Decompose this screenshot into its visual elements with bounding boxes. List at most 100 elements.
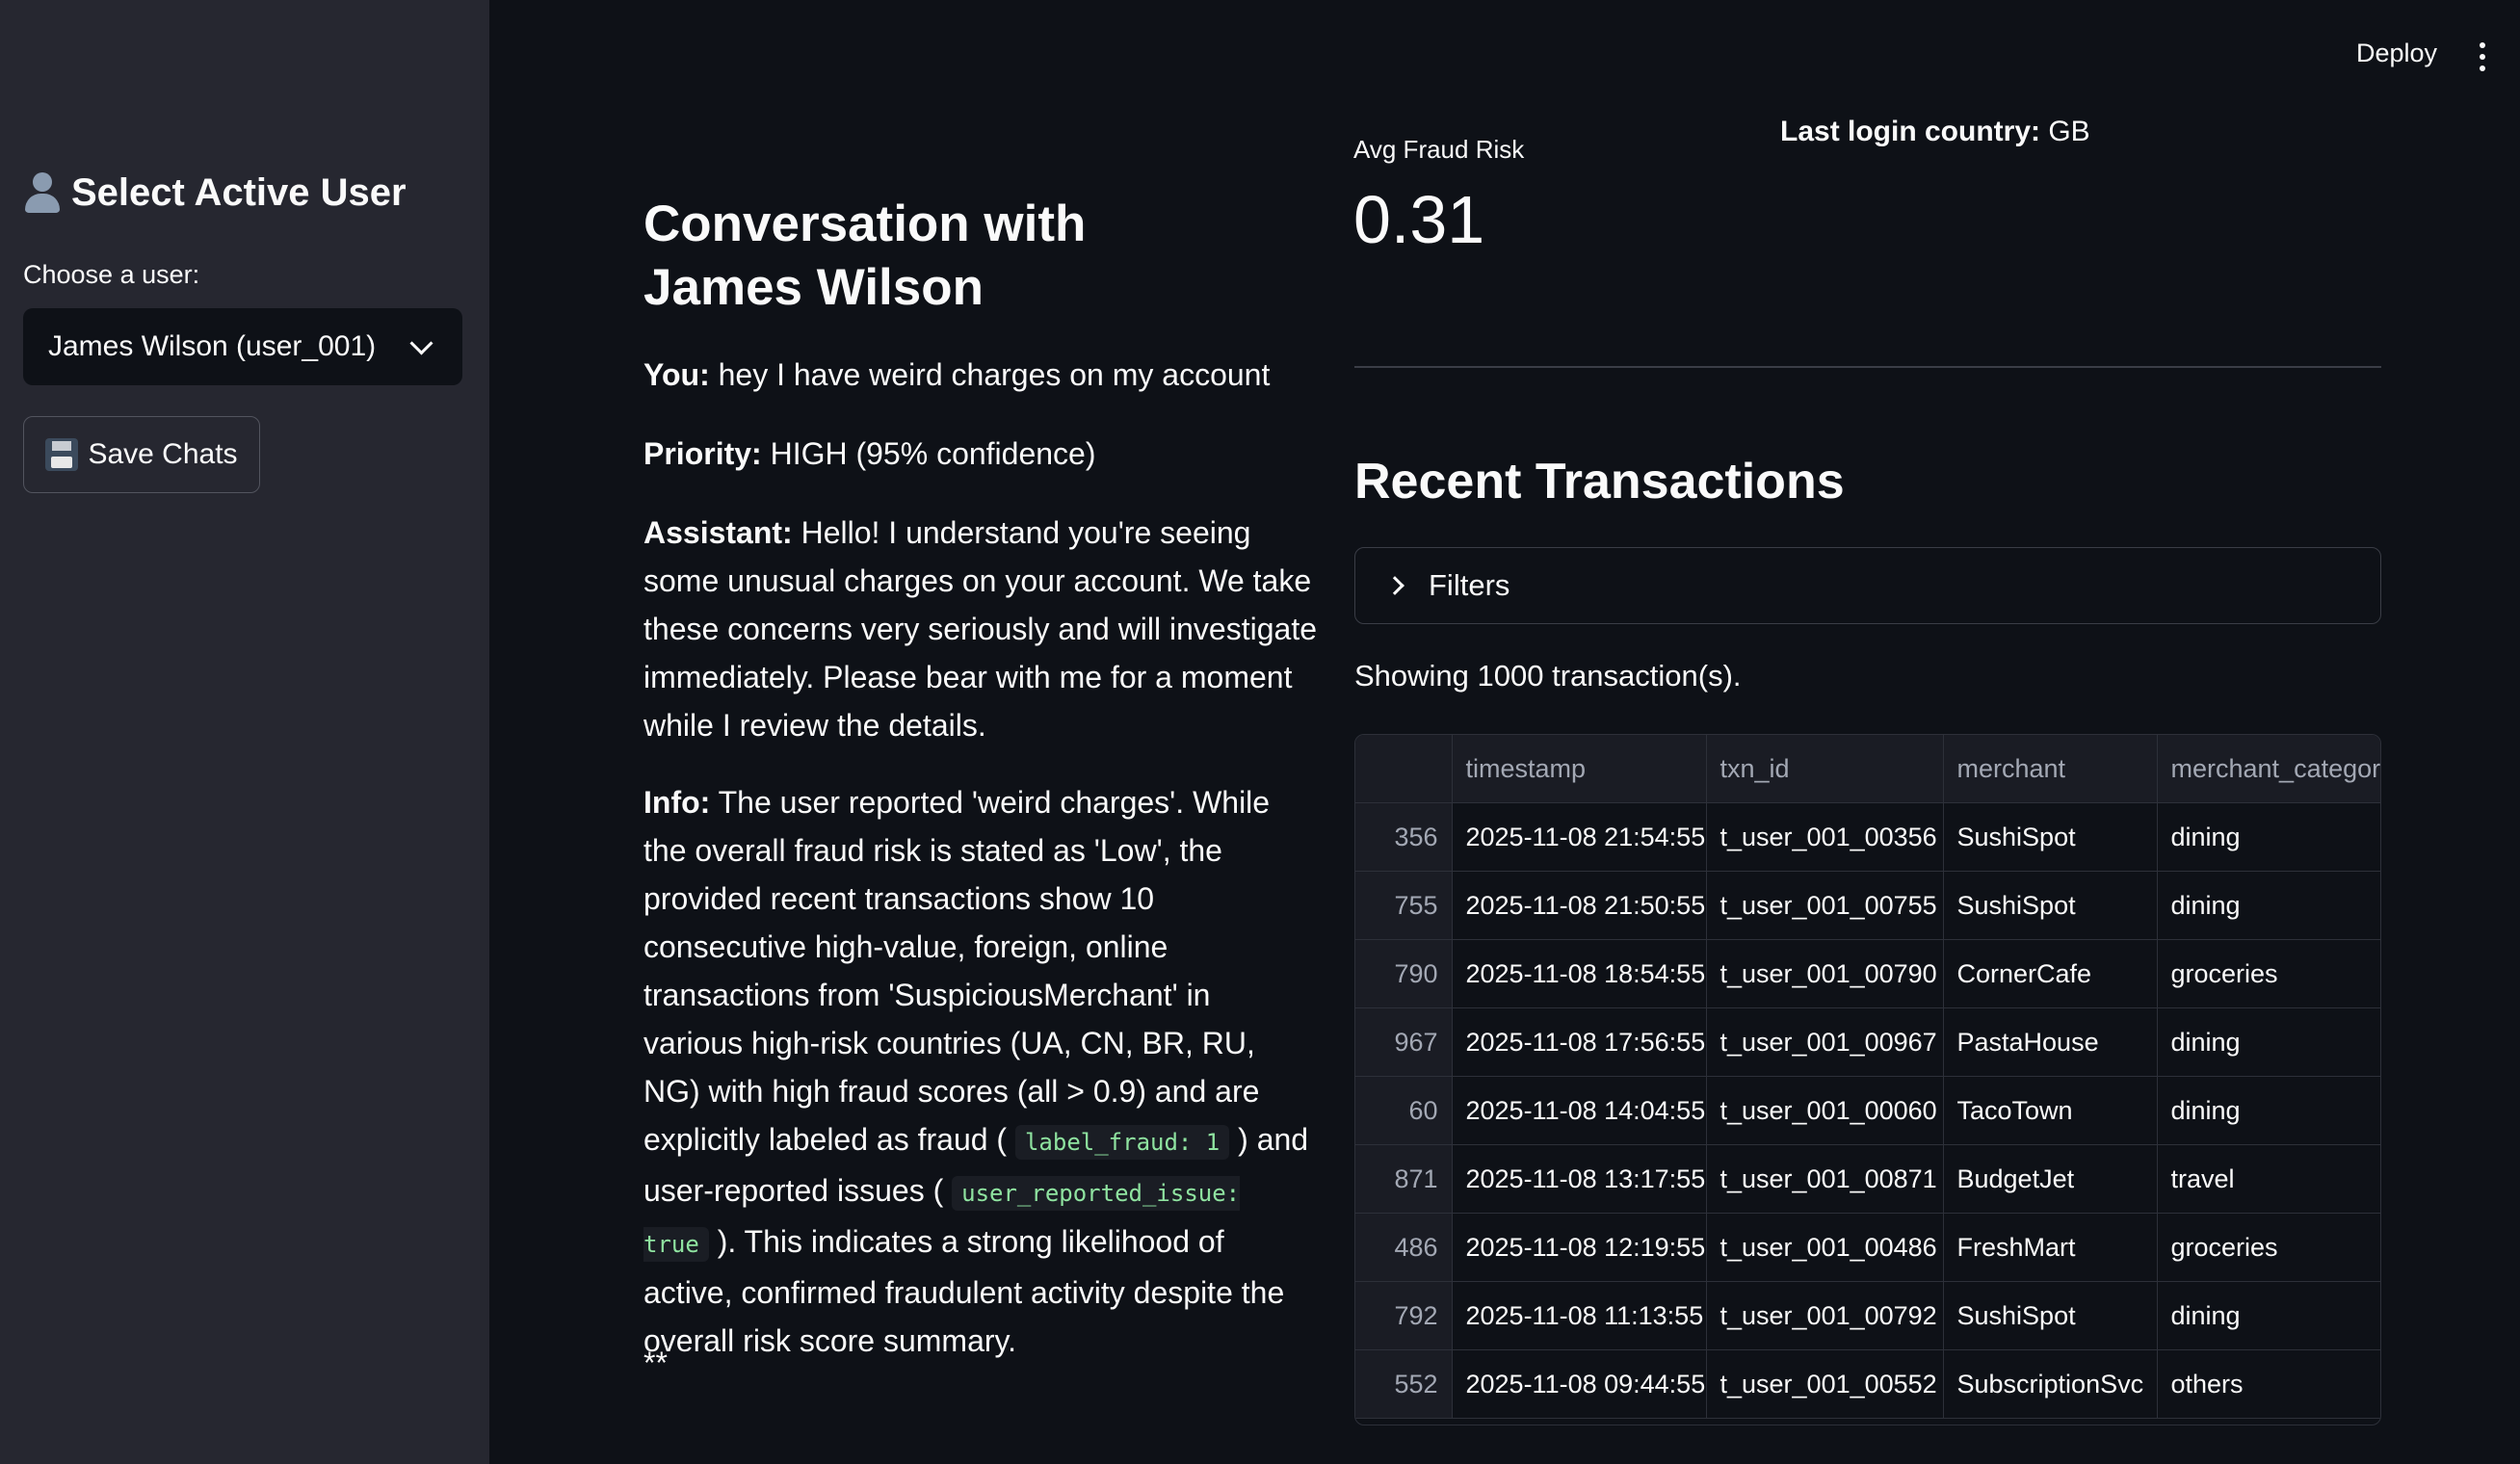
- txn-id-cell[interactable]: t_user_001_00552: [1706, 1349, 1944, 1419]
- table-row[interactable]: 755 2025-11-08 21:50:55 t_user_001_00755 Su…: [1355, 871, 2380, 940]
- info-label: Info:: [643, 785, 711, 820]
- merchant-cell[interactable]: SushiSpot: [1943, 871, 2158, 940]
- row-index[interactable]: 552: [1355, 1349, 1453, 1419]
- user-message-text: hey I have weird charges on my account: [709, 357, 1271, 392]
- merchant-cell[interactable]: SushiSpot: [1943, 1281, 2158, 1350]
- txn-id-cell[interactable]: t_user_001_00790: [1706, 939, 1944, 1008]
- merchant-category-cell[interactable]: groceries: [2157, 1213, 2380, 1282]
- column-header-merchant[interactable]: merchant: [1943, 735, 2158, 803]
- merchant-category-cell[interactable]: dining: [2157, 871, 2380, 940]
- row-index[interactable]: 486: [1355, 1213, 1453, 1282]
- chevron-down-icon: [409, 330, 433, 355]
- user-select[interactable]: James Wilson (user_001): [23, 308, 462, 385]
- txn-id-cell[interactable]: t_user_001_00060: [1706, 1076, 1944, 1145]
- table-row[interactable]: 790 2025-11-08 18:54:55 t_user_001_00790 Co…: [1355, 939, 2380, 1008]
- timestamp-cell[interactable]: 2025-11-08 17:56:55: [1452, 1007, 1707, 1077]
- info-text-3: ). This indicates a strong likelihood of…: [643, 1224, 1285, 1358]
- column-header-index: [1355, 735, 1453, 803]
- user-select-value: James Wilson (user_001): [48, 330, 377, 362]
- last-login-label: Last login country:: [1780, 116, 2040, 147]
- user-message: You: hey I have weird charges on my acco…: [643, 351, 1318, 399]
- table-row[interactable]: 967 2025-11-08 17:56:55 t_user_001_00967 Pa…: [1355, 1007, 2380, 1077]
- merchant-cell[interactable]: CornerCafe: [1943, 939, 2158, 1008]
- priority-text: HIGH (95% confidence): [761, 436, 1096, 471]
- showing-count: Showing 1000 transaction(s).: [1354, 659, 1742, 693]
- merchant-cell[interactable]: BudgetJet: [1943, 1144, 2158, 1214]
- row-index[interactable]: 871: [1355, 1144, 1453, 1214]
- floppy-disk-icon: [45, 438, 79, 471]
- save-chats-label: Save Chats: [88, 438, 238, 470]
- timestamp-cell[interactable]: 2025-11-08 12:19:55: [1452, 1213, 1707, 1282]
- table-row[interactable]: 486 2025-11-08 12:19:55 t_user_001_00486 Fr…: [1355, 1213, 2380, 1282]
- deploy-button[interactable]: Deploy: [2356, 39, 2438, 67]
- assistant-label: Assistant:: [643, 515, 793, 550]
- timestamp-cell[interactable]: 2025-11-08 13:17:55: [1452, 1144, 1707, 1214]
- user-message-label: You:: [643, 357, 710, 392]
- transactions-table[interactable]: timestamp txn_id merchant merchant_categ…: [1354, 734, 2381, 1425]
- row-index[interactable]: 356: [1355, 802, 1453, 872]
- merchant-cell[interactable]: SushiSpot: [1943, 802, 2158, 872]
- divider: [1354, 366, 2381, 368]
- save-chats-button[interactable]: Save Chats: [23, 416, 260, 493]
- last-login-value: GB: [2040, 116, 2090, 147]
- txn-id-cell[interactable]: t_user_001_00356: [1706, 802, 1944, 872]
- more-menu-icon[interactable]: [2480, 42, 2485, 71]
- row-index[interactable]: 755: [1355, 871, 1453, 940]
- txn-id-cell[interactable]: t_user_001_00792: [1706, 1281, 1944, 1350]
- assistant-text: Hello! I understand you're seeing some u…: [643, 515, 1317, 743]
- timestamp-cell[interactable]: 2025-11-08 14:04:55: [1452, 1076, 1707, 1145]
- merchant-cell[interactable]: PastaHouse: [1943, 1007, 2158, 1077]
- filters-expander[interactable]: Filters: [1354, 547, 2381, 624]
- assistant-message: Assistant: Hello! I understand you're se…: [643, 509, 1318, 749]
- sidebar: Select Active User Choose a user: James …: [0, 0, 489, 1464]
- txn-id-cell[interactable]: t_user_001_00871: [1706, 1144, 1944, 1214]
- filters-label: Filters: [1429, 568, 1510, 602]
- table-row[interactable]: 552 2025-11-08 09:44:55 t_user_001_00552 Su…: [1355, 1349, 2380, 1419]
- table-row[interactable]: 60 2025-11-08 14:04:55 t_user_001_00060 Tac…: [1355, 1076, 2380, 1145]
- row-index[interactable]: 967: [1355, 1007, 1453, 1077]
- table-row[interactable]: 792 2025-11-08 11:13:55 t_user_001_00792 Su…: [1355, 1281, 2380, 1350]
- last-login-country: Last login country: GB: [1780, 116, 2090, 148]
- priority-message: Priority: HIGH (95% confidence): [643, 430, 1318, 478]
- conversation-title: Conversation with James Wilson: [643, 196, 1087, 316]
- info-text-1: The user reported 'weird charges'. While…: [643, 785, 1271, 1157]
- sidebar-title: Select Active User: [23, 171, 407, 215]
- priority-label: Priority:: [643, 436, 762, 471]
- table-row[interactable]: 871 2025-11-08 13:17:55 t_user_001_00871 Bu…: [1355, 1144, 2380, 1214]
- merchant-category-cell[interactable]: travel: [2157, 1144, 2380, 1214]
- label-fraud-code: label_fraud: 1: [1014, 1125, 1230, 1160]
- info-text-2: ) and user-reported issues (: [643, 1122, 1309, 1208]
- txn-id-cell[interactable]: t_user_001_00755: [1706, 871, 1944, 940]
- timestamp-cell[interactable]: 2025-11-08 18:54:55: [1452, 939, 1707, 1008]
- column-header-timestamp[interactable]: timestamp: [1452, 735, 1707, 803]
- txn-id-cell[interactable]: t_user_001_00486: [1706, 1213, 1944, 1282]
- merchant-cell[interactable]: SubscriptionSvc: [1943, 1349, 2158, 1419]
- merchant-category-cell[interactable]: others: [2157, 1349, 2380, 1419]
- row-index[interactable]: 792: [1355, 1281, 1453, 1350]
- merchant-category-cell[interactable]: dining: [2157, 1007, 2380, 1077]
- timestamp-cell[interactable]: 2025-11-08 11:13:55: [1452, 1281, 1707, 1350]
- column-header-merchant-category[interactable]: merchant_categor: [2157, 735, 2380, 803]
- merchant-cell[interactable]: TacoTown: [1943, 1076, 2158, 1145]
- txn-id-cell[interactable]: t_user_001_00967: [1706, 1007, 1944, 1077]
- avg-fraud-risk-value: 0.31: [1353, 182, 1485, 257]
- timestamp-cell[interactable]: 2025-11-08 21:50:55: [1452, 871, 1707, 940]
- recent-transactions-title: Recent Transactions: [1354, 454, 1845, 510]
- merchant-cell[interactable]: FreshMart: [1943, 1213, 2158, 1282]
- merchant-category-cell[interactable]: dining: [2157, 802, 2380, 872]
- trailing-text: **: [643, 1346, 668, 1380]
- table-row[interactable]: 356 2025-11-08 21:54:55 t_user_001_00356 Su…: [1355, 802, 2380, 872]
- timestamp-cell[interactable]: 2025-11-08 09:44:55: [1452, 1349, 1707, 1419]
- merchant-category-cell[interactable]: groceries: [2157, 939, 2380, 1008]
- user-icon: [23, 171, 62, 215]
- chevron-right-icon: [1385, 576, 1404, 595]
- avg-fraud-risk-label: Avg Fraud Risk: [1353, 135, 1525, 164]
- row-index[interactable]: 790: [1355, 939, 1453, 1008]
- table-header-row: timestamp txn_id merchant merchant_categ…: [1355, 735, 2380, 803]
- merchant-category-cell[interactable]: dining: [2157, 1281, 2380, 1350]
- merchant-category-cell[interactable]: dining: [2157, 1076, 2380, 1145]
- column-header-txn-id[interactable]: txn_id: [1706, 735, 1944, 803]
- row-index[interactable]: 60: [1355, 1076, 1453, 1145]
- info-message: Info: The user reported 'weird charges'.…: [643, 778, 1318, 1365]
- timestamp-cell[interactable]: 2025-11-08 21:54:55: [1452, 802, 1707, 872]
